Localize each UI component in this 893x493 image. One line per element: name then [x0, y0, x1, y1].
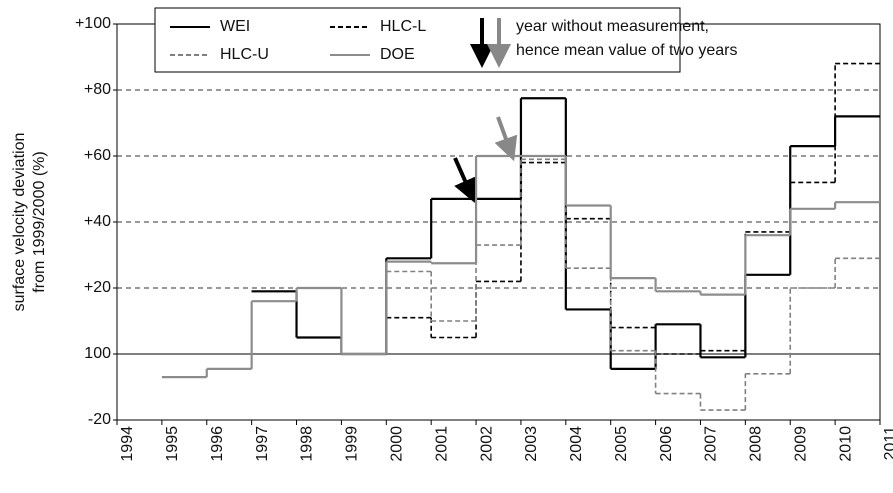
x-tick-group: 2010 — [837, 426, 854, 462]
y-axis-label: surface velocity deviation — [11, 133, 28, 312]
x-tick-group: 2004 — [568, 426, 585, 462]
y-tick-label: 100 — [84, 345, 111, 362]
x-tick-group: 2011 — [882, 426, 893, 461]
arrow — [453, 157, 477, 203]
x-tick-group: 1995 — [164, 426, 181, 462]
legend-box — [154, 7, 681, 73]
y-axis-label: from 1999/2000 (%) — [31, 151, 48, 292]
y-tick-label: +100 — [75, 15, 111, 32]
x-tick-label: 1994 — [119, 426, 136, 462]
arrow — [494, 116, 518, 162]
x-tick-label: 2005 — [613, 426, 630, 462]
legend-label: WEI — [220, 18, 250, 35]
y-tick-label: +80 — [84, 81, 111, 98]
x-tick-label: 2003 — [523, 426, 540, 462]
x-tick-group: 2008 — [748, 426, 765, 462]
x-tick-group: 2000 — [389, 426, 406, 462]
x-tick-label: 2006 — [658, 426, 675, 462]
x-tick-group: 2009 — [792, 426, 809, 462]
x-tick-group: 2003 — [523, 426, 540, 462]
x-tick-group: 1997 — [254, 426, 271, 462]
x-tick-label: 1995 — [164, 426, 181, 462]
y-tick-label: +20 — [84, 279, 111, 296]
x-tick-label: 1998 — [299, 426, 316, 462]
x-tick-label: 2002 — [478, 426, 495, 462]
x-tick-group: 1998 — [299, 426, 316, 462]
x-tick-group: 1999 — [344, 426, 361, 462]
x-tick-label: 2001 — [433, 426, 450, 462]
grid-layer — [117, 89, 880, 355]
x-tick-group: 1994 — [119, 426, 136, 462]
x-tick-group: 1996 — [209, 426, 226, 462]
y-tick-label: +40 — [84, 213, 111, 230]
x-tick-group: 2006 — [658, 426, 675, 462]
x-tick-label: 1999 — [344, 426, 361, 462]
x-tick-group: 2007 — [703, 426, 720, 462]
x-tick-label: 2008 — [748, 426, 765, 462]
x-tick-label: 2007 — [703, 426, 720, 462]
annotation: year without measurement, — [516, 18, 709, 35]
x-tick-label: 2000 — [389, 426, 406, 462]
x-tick-label: 1996 — [209, 426, 226, 462]
legend-label: DOE — [380, 46, 415, 63]
y-tick-label: +60 — [84, 147, 111, 164]
x-tick-label: 2009 — [792, 426, 809, 462]
annotation: hence mean value of two years — [516, 42, 737, 59]
legend-label: HLC-L — [380, 18, 426, 35]
x-tick-label: 1997 — [254, 426, 271, 462]
x-tick-label: 2004 — [568, 426, 585, 462]
x-tick-label: 2011 — [882, 426, 893, 461]
legend-label: HLC-U — [220, 46, 269, 63]
y-tick-label: -20 — [88, 411, 111, 428]
x-tick-group: 2001 — [433, 426, 450, 462]
x-tick-group: 2005 — [613, 426, 630, 462]
x-tick-group: 2002 — [478, 426, 495, 462]
x-tick-label: 2010 — [837, 426, 854, 462]
